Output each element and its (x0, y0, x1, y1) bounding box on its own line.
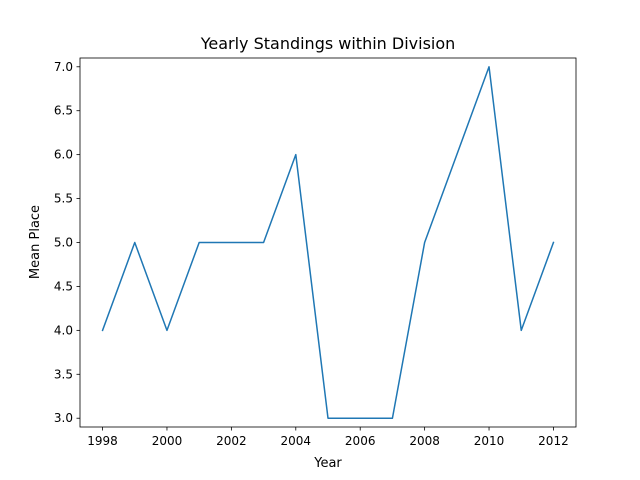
plot-area: 1998 2000 2002 2004 2006 2008 2010 2012 3.0 3.5 4.… (54, 57, 577, 448)
y-tick-label: 6.0 (54, 148, 73, 162)
y-tick-label: 6.5 (54, 104, 73, 118)
x-tick-label: 2010 (474, 434, 505, 448)
y-tick-label: 7.0 (54, 60, 73, 74)
x-axis-label: Year (313, 456, 342, 471)
y-tick-label: 3.5 (54, 367, 73, 381)
y-tick-label: 5.5 (54, 192, 73, 206)
x-tick-label: 2008 (409, 434, 440, 448)
y-tick-label: 5.0 (54, 236, 73, 250)
y-tick-label: 4.5 (54, 279, 73, 293)
x-tick-label: 2000 (152, 434, 183, 448)
y-tick-label: 4.0 (54, 323, 73, 337)
x-tick-label: 2004 (281, 434, 312, 448)
y-axis-label: Mean Place (28, 205, 43, 279)
x-tick-label: 2012 (538, 434, 569, 448)
series-line-1 (101, 66, 555, 419)
x-tick-label: 2002 (216, 434, 247, 448)
chart-title: Yearly Standings within Division (200, 34, 456, 53)
x-tick-label: 2006 (345, 434, 376, 448)
y-tick-label: 3.0 (54, 411, 73, 425)
x-tick-label: 1998 (87, 434, 118, 448)
